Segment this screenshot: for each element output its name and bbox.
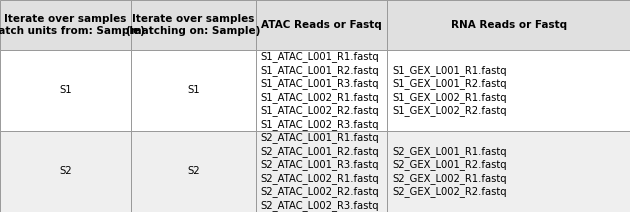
- Text: S1_GEX_L002_R2.fastq: S1_GEX_L002_R2.fastq: [392, 105, 507, 116]
- Bar: [131, 0, 256, 50]
- Text: S2_ATAC_L001_R2.fastq: S2_ATAC_L001_R2.fastq: [261, 146, 379, 157]
- Text: S1_ATAC_L002_R3.fastq: S1_ATAC_L002_R3.fastq: [261, 119, 379, 130]
- Bar: [387, 131, 630, 212]
- Text: S1_ATAC_L001_R2.fastq: S1_ATAC_L001_R2.fastq: [261, 65, 379, 75]
- Text: S1_ATAC_L001_R1.fastq: S1_ATAC_L001_R1.fastq: [261, 51, 379, 62]
- Bar: [387, 0, 630, 50]
- Bar: [131, 50, 256, 131]
- Text: S1_ATAC_L002_R1.fastq: S1_ATAC_L002_R1.fastq: [261, 92, 379, 103]
- Text: S2_ATAC_L002_R3.fastq: S2_ATAC_L002_R3.fastq: [261, 200, 379, 211]
- Bar: [0, 131, 131, 212]
- Text: Iterate over samples
(matching on: Sample): Iterate over samples (matching on: Sampl…: [126, 14, 261, 36]
- Bar: [256, 131, 387, 212]
- Text: S2_ATAC_L001_R3.fastq: S2_ATAC_L001_R3.fastq: [261, 159, 379, 170]
- Bar: [0, 50, 131, 131]
- Text: S2_ATAC_L002_R1.fastq: S2_ATAC_L002_R1.fastq: [261, 173, 379, 184]
- Text: S2_GEX_L001_R2.fastq: S2_GEX_L001_R2.fastq: [392, 159, 507, 170]
- Text: ATAC Reads or Fastq: ATAC Reads or Fastq: [261, 20, 382, 30]
- Text: S2_ATAC_L001_R1.fastq: S2_ATAC_L001_R1.fastq: [261, 132, 379, 143]
- Text: S1_GEX_L001_R1.fastq: S1_GEX_L001_R1.fastq: [392, 65, 507, 75]
- Text: RNA Reads or Fastq: RNA Reads or Fastq: [450, 20, 567, 30]
- Text: S2_GEX_L002_R2.fastq: S2_GEX_L002_R2.fastq: [392, 186, 507, 197]
- Bar: [0, 0, 131, 50]
- Text: S2: S2: [59, 166, 72, 176]
- Text: S1_ATAC_L001_R3.fastq: S1_ATAC_L001_R3.fastq: [261, 78, 379, 89]
- Text: S1: S1: [59, 85, 72, 95]
- Text: S1: S1: [187, 85, 200, 95]
- Text: S2: S2: [187, 166, 200, 176]
- Text: S2_GEX_L001_R1.fastq: S2_GEX_L001_R1.fastq: [392, 146, 507, 157]
- Text: S1_ATAC_L002_R2.fastq: S1_ATAC_L002_R2.fastq: [261, 105, 379, 116]
- Bar: [256, 0, 387, 50]
- Bar: [131, 131, 256, 212]
- Text: S2_ATAC_L002_R2.fastq: S2_ATAC_L002_R2.fastq: [261, 186, 379, 197]
- Text: S1_GEX_L001_R2.fastq: S1_GEX_L001_R2.fastq: [392, 78, 507, 89]
- Bar: [256, 50, 387, 131]
- Text: S2_GEX_L002_R1.fastq: S2_GEX_L002_R1.fastq: [392, 173, 507, 184]
- Text: S1_GEX_L002_R1.fastq: S1_GEX_L002_R1.fastq: [392, 92, 507, 103]
- Text: Iterate over samples
(batch units from: Sample): Iterate over samples (batch units from: …: [0, 14, 145, 36]
- Bar: [387, 50, 630, 131]
